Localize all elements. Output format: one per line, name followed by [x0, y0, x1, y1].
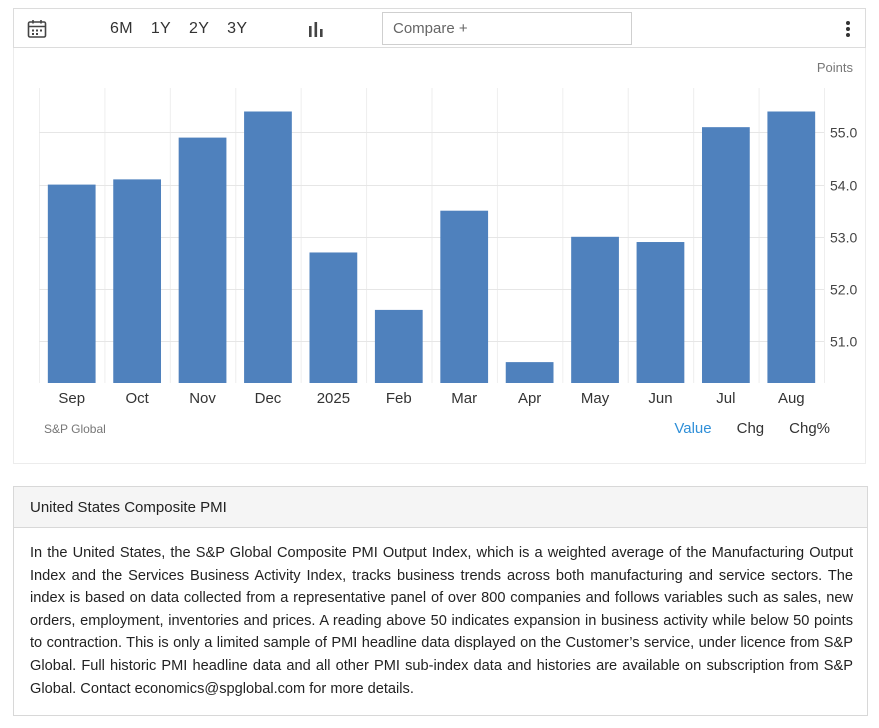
bar[interactable]	[374, 309, 423, 383]
bar[interactable]	[571, 236, 619, 383]
bar[interactable]	[244, 111, 292, 383]
y-tick-label: 53.0	[830, 230, 857, 246]
y-axis-unit-label: Points	[816, 60, 853, 75]
x-tick-label: 2025	[317, 390, 350, 407]
x-tick-label: May	[581, 390, 610, 407]
bar[interactable]	[440, 210, 489, 383]
bar[interactable]	[309, 252, 358, 383]
bar[interactable]	[47, 184, 96, 383]
description-title: United States Composite PMI	[14, 487, 867, 528]
x-tick-label: Aug	[778, 390, 805, 407]
y-tick-label: 55.0	[830, 125, 857, 141]
tab-chg[interactable]: Chg	[736, 420, 765, 437]
tab-chg-percent[interactable]: Chg%	[789, 420, 830, 437]
more-vertical-icon[interactable]	[840, 19, 856, 39]
y-tick-label: 51.0	[830, 334, 857, 350]
x-tick-label: Dec	[255, 390, 282, 407]
x-tick-label: Apr	[518, 390, 541, 407]
bar[interactable]	[505, 362, 554, 383]
range-1y-button[interactable]: 1Y	[150, 20, 171, 37]
x-tick-label: Jul	[716, 390, 735, 407]
range-6m-button[interactable]: 6M	[110, 20, 133, 37]
bar[interactable]	[178, 137, 227, 383]
x-tick-label: Feb	[386, 390, 412, 407]
x-tick-label: Oct	[125, 390, 149, 407]
range-2y-button[interactable]: 2Y	[189, 20, 210, 37]
range-3y-button[interactable]: 3Y	[227, 20, 248, 37]
y-tick-label: 54.0	[830, 178, 857, 194]
y-tick-label: 52.0	[830, 282, 857, 298]
description-panel: United States Composite PMI In the Unite…	[13, 486, 868, 716]
x-tick-label: Jun	[648, 390, 672, 407]
time-range-selector: 6M 1Y 2Y 3Y	[110, 9, 265, 49]
bar-chart: 51.0 52.0 53.0 54.0 55.0 Sep Oct Nov Dec 2025 Feb M…	[39, 88, 857, 407]
calendar-icon[interactable]	[27, 19, 47, 39]
value-mode-tabs: Value Chg Chg%	[649, 420, 830, 437]
description-text: In the United States, the S&P Global Com…	[30, 545, 853, 697]
bar[interactable]	[113, 179, 162, 383]
chart-panel: Points 51.0 52.0 53.0 54.0 55.0 Sep Oct Nov Dec 2…	[13, 48, 866, 464]
bar[interactable]	[767, 111, 816, 383]
x-tick-label: Mar	[451, 390, 477, 407]
tab-value[interactable]: Value	[674, 420, 712, 437]
bar[interactable]	[701, 127, 750, 383]
x-tick-label: Nov	[189, 390, 216, 407]
chart-source: S&P Global	[44, 422, 106, 436]
x-tick-label: Sep	[58, 390, 85, 407]
compare-input[interactable]	[382, 12, 632, 45]
bar[interactable]	[636, 242, 685, 383]
bar-chart-icon[interactable]	[307, 20, 325, 38]
chart-toolbar: 6M 1Y 2Y 3Y	[13, 8, 866, 48]
